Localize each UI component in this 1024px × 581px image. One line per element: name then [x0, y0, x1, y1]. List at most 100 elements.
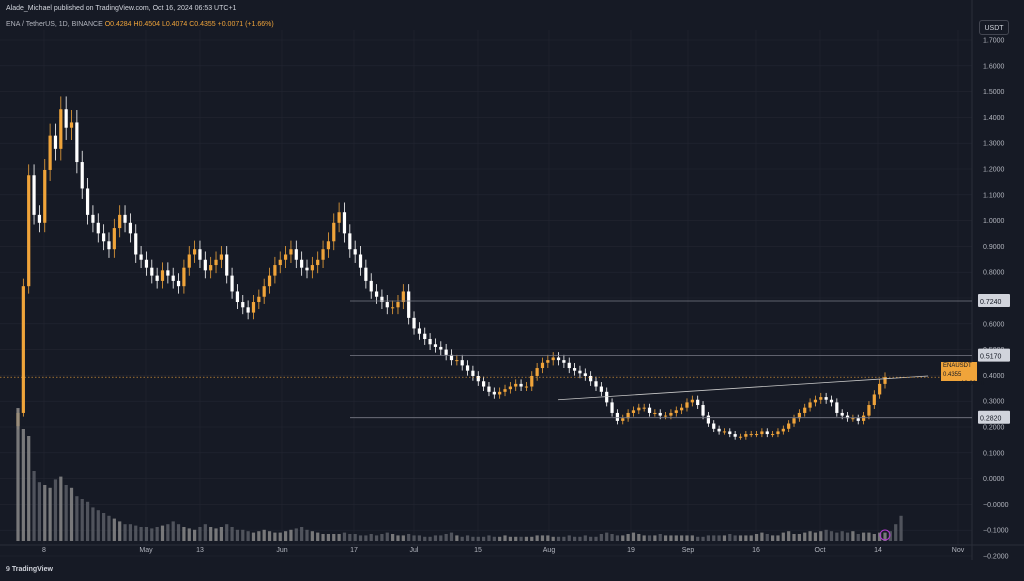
volume-bar: [37, 482, 42, 541]
volume-bar: [43, 485, 47, 541]
volume-bar: [209, 527, 213, 541]
candle-body: [498, 391, 502, 395]
candle-body: [364, 267, 368, 281]
y-tick-label: 0.4000: [983, 373, 1005, 380]
candle-body: [781, 428, 785, 432]
volume-bar: [417, 535, 421, 541]
x-tick-label: 13: [196, 547, 204, 554]
volume-bar: [663, 535, 668, 541]
candle-body: [37, 214, 42, 223]
volume-bar: [230, 527, 234, 541]
candle-body: [482, 381, 486, 387]
volume-bar: [524, 536, 529, 541]
volume-bar: [754, 534, 759, 541]
candle-body: [717, 428, 721, 432]
volume-bar: [514, 536, 518, 541]
volume-bar: [342, 532, 347, 541]
volume-bar: [615, 535, 620, 541]
volume-bar: [428, 536, 432, 541]
volume-bar: [139, 527, 143, 541]
candle-body: [819, 397, 823, 400]
volume-bar: [289, 529, 293, 541]
candle-body: [262, 286, 266, 297]
candle-body: [803, 407, 807, 413]
candle-body: [96, 222, 100, 234]
candle-body: [599, 386, 603, 392]
volume-bar: [144, 527, 149, 541]
volume-bar: [455, 535, 459, 541]
candle-body: [706, 415, 710, 424]
volume-bar: [16, 408, 20, 541]
volume-bar: [680, 535, 684, 541]
volume-bar: [776, 535, 780, 541]
symbol-info: ENA / TetherUS, 1D, BINANCE O0.4284 H0.4…: [6, 21, 274, 28]
candle-body: [48, 135, 52, 170]
volume-bar: [75, 496, 79, 541]
volume-bar: [803, 532, 807, 541]
volume-bar: [621, 535, 625, 541]
volume-bar: [80, 499, 84, 541]
candle-body: [219, 254, 223, 260]
candle-body: [155, 275, 159, 281]
candle-body: [209, 265, 213, 271]
candle-body: [326, 241, 331, 250]
candle-body: [123, 214, 127, 223]
volume-bar: [476, 536, 480, 541]
volume-bar: [155, 527, 159, 541]
candle-body: [744, 434, 748, 437]
volume-bar: [283, 531, 288, 541]
candle-body: [43, 169, 47, 223]
volume-bar: [492, 536, 496, 541]
candle-body: [845, 415, 850, 419]
volume-bar: [813, 532, 818, 541]
candle-body: [278, 259, 282, 266]
candle-body: [503, 389, 507, 392]
volume-bar: [653, 535, 657, 541]
x-tick-label: Oct: [815, 547, 826, 554]
candle-body: [407, 291, 411, 318]
ohlc-close: C0.4355: [189, 21, 216, 28]
volume-bar: [64, 485, 68, 541]
candle-body: [289, 249, 293, 255]
candle-body: [835, 402, 839, 413]
volume-bar: [883, 532, 887, 541]
volume-bar: [572, 536, 577, 541]
volume-bar: [439, 535, 443, 541]
candle-body: [412, 317, 416, 329]
volume-bar: [712, 535, 716, 541]
volume-bar: [182, 527, 186, 541]
volume-bar: [278, 532, 282, 541]
candle-body: [150, 267, 154, 276]
ohlc-low: L0.4074: [161, 21, 188, 28]
volume-bar: [198, 527, 202, 541]
candle-body: [91, 214, 95, 223]
volume-bar: [134, 525, 138, 541]
candle-body: [572, 368, 577, 371]
candle-body: [396, 302, 400, 308]
candle-body: [342, 212, 347, 234]
candle-body: [401, 291, 405, 303]
volume-bar: [225, 524, 229, 541]
volume-bar: [396, 535, 400, 541]
currency-button[interactable]: USDT: [979, 20, 1009, 35]
volume-bar: [112, 518, 116, 541]
candle-body: [669, 412, 673, 416]
volume-bar: [219, 527, 223, 541]
tradingview-logo[interactable]: 𝟗 TradingView: [6, 566, 53, 574]
candle-body: [840, 412, 844, 416]
volume-bar: [642, 535, 646, 541]
volume-bar: [733, 535, 737, 541]
y-tick-label: 1.7000: [983, 38, 1005, 45]
volume-bar: [358, 535, 363, 541]
candle-body: [615, 412, 620, 421]
candle-body: [107, 241, 111, 250]
level-label: 0.7240: [980, 299, 1002, 306]
volume-bar: [840, 531, 844, 541]
publish-info: Alade_Michael published on TradingView.c…: [6, 5, 237, 12]
candle-body: [348, 233, 352, 250]
candle-body: [444, 349, 448, 355]
volume-bar: [374, 535, 379, 541]
candle-body: [583, 373, 587, 376]
level-label-bg: [978, 293, 1010, 307]
